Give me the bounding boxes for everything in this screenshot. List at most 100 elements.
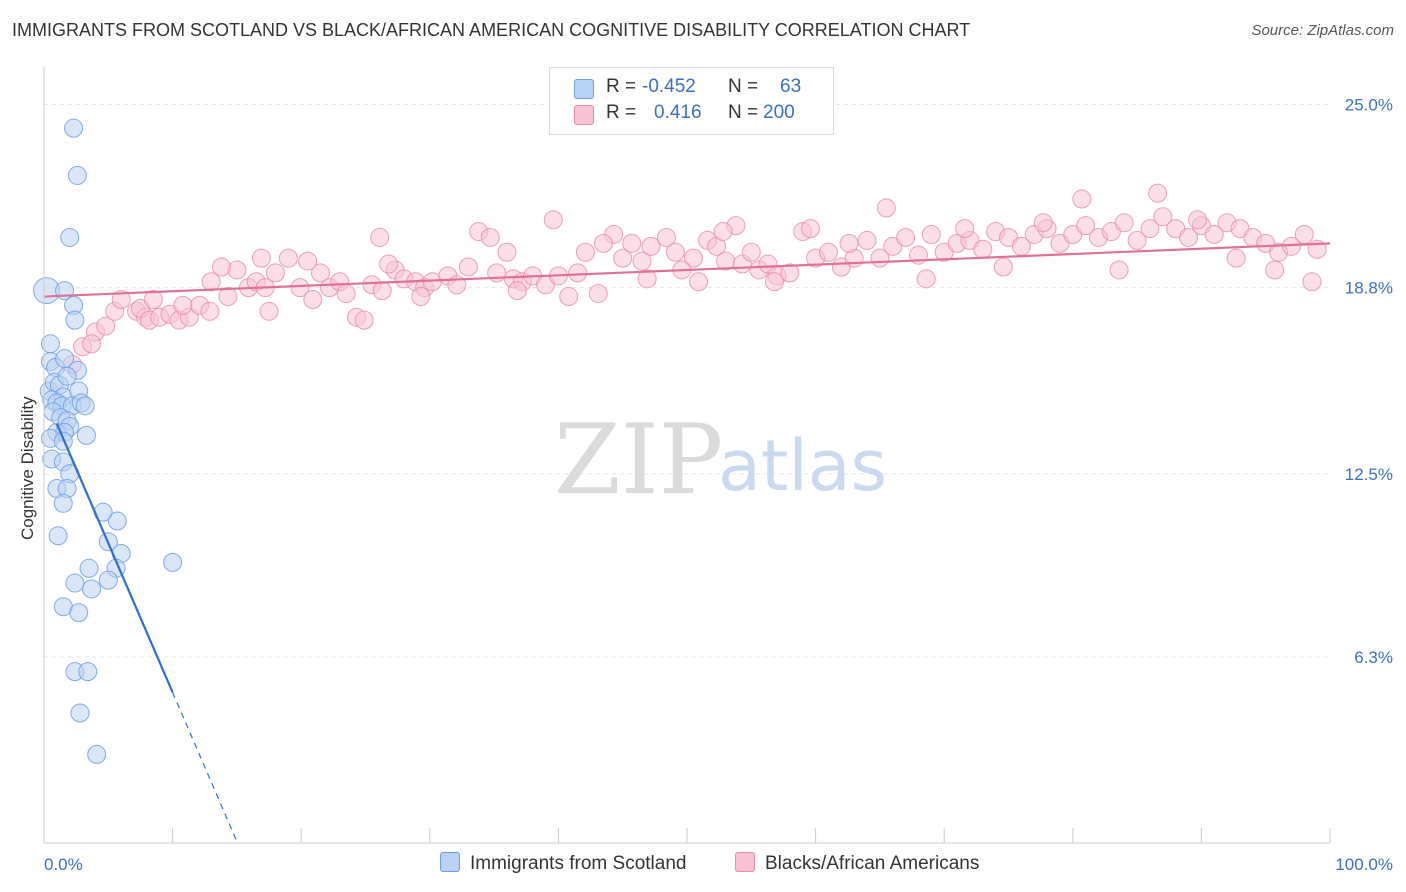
data-point-black <box>227 260 247 280</box>
data-point-black <box>632 251 652 271</box>
data-point-black <box>916 269 936 289</box>
data-point-black <box>411 287 431 307</box>
data-point-black <box>713 222 733 242</box>
legend-swatch-blue <box>574 79 594 99</box>
data-point-scotland <box>75 396 95 416</box>
legend-n-label: N = <box>728 102 759 123</box>
data-point-black <box>1265 260 1285 280</box>
data-point-black <box>800 219 820 239</box>
data-point-black <box>955 219 975 239</box>
legend-n-value: 63 <box>780 76 802 97</box>
data-point-black <box>622 233 642 253</box>
data-point-black <box>278 248 298 268</box>
data-point-black <box>588 284 608 304</box>
data-point-black <box>543 210 563 230</box>
x-tick-label: 100.0% <box>1335 855 1393 874</box>
legend-n-label: N = <box>728 76 759 97</box>
data-point-scotland <box>53 493 73 513</box>
data-point-black <box>993 257 1013 277</box>
data-point-black <box>218 287 238 307</box>
data-point-black <box>143 289 163 309</box>
data-point-black <box>741 242 761 262</box>
data-point-black <box>896 227 916 247</box>
data-point-scotland <box>48 526 68 546</box>
data-point-black <box>310 263 330 283</box>
data-point-black <box>480 227 500 247</box>
y-tick-label: 12.5% <box>1345 465 1393 484</box>
data-point-black <box>575 242 595 262</box>
data-point-black <box>876 198 896 218</box>
data-point-black <box>641 236 661 256</box>
y-axis-label: Cognitive Disability <box>18 396 37 540</box>
data-point-black <box>487 263 507 283</box>
data-point-black <box>265 263 285 283</box>
data-point-scotland <box>107 511 127 531</box>
data-point-black <box>354 310 374 330</box>
y-tick-label: 6.3% <box>1354 648 1393 667</box>
series-immigrants-from-scotland <box>33 118 183 764</box>
data-point-black <box>251 248 271 268</box>
data-point-black <box>839 233 859 253</box>
data-point-black <box>656 227 676 247</box>
data-point-black <box>497 242 517 262</box>
correlation-legend: R = -0.452 N = 63 R = 0.416 N = 200 <box>549 67 834 135</box>
watermark-atlas: atlas <box>718 425 887 507</box>
data-point-black <box>1302 272 1322 292</box>
bottom-legend-black: Blacks/African Americans <box>735 852 979 875</box>
legend-n-value: 200 <box>763 102 795 123</box>
data-point-scotland <box>57 366 77 386</box>
data-point-black <box>173 295 193 315</box>
data-point-black <box>111 289 131 309</box>
data-point-scotland <box>60 227 80 247</box>
data-point-black <box>637 269 657 289</box>
data-point-black <box>1148 183 1168 203</box>
data-point-black <box>665 242 685 262</box>
axes: 6.3% 12.5% 18.8% 25.0% 0.0% 100.0% <box>43 67 1393 874</box>
legend-swatch-pink <box>574 105 594 125</box>
legend-r-label: R = <box>606 76 637 97</box>
data-point-scotland <box>78 662 98 682</box>
data-point-black <box>201 272 221 292</box>
data-point-black <box>764 272 784 292</box>
trend-lines <box>43 242 1331 842</box>
data-point-scotland <box>67 165 87 185</box>
data-point-black <box>973 239 993 259</box>
data-point-black <box>1076 216 1096 236</box>
data-point-black <box>96 316 116 336</box>
data-point-black <box>857 230 877 250</box>
data-point-black <box>290 278 310 298</box>
data-point-scotland <box>76 425 96 445</box>
data-point-scotland <box>82 579 102 599</box>
series-blacks-african-americans <box>62 183 1327 374</box>
bottom-legend-swatch-blue <box>440 852 460 872</box>
data-point-black <box>1179 227 1199 247</box>
bottom-legend-label: Blacks/African Americans <box>765 853 980 874</box>
data-point-black <box>303 289 323 309</box>
data-point-black <box>683 248 703 268</box>
data-point-black <box>818 242 838 262</box>
source-label: Source: ZipAtlas.com <box>1251 22 1394 39</box>
data-point-black <box>82 334 102 354</box>
legend-r-value: 0.416 <box>654 102 702 123</box>
bottom-legend-swatch-pink <box>735 852 755 872</box>
data-point-black <box>372 281 392 301</box>
data-point-black <box>507 281 527 301</box>
x-tick-label: 0.0% <box>44 855 83 874</box>
legend-r-value: -0.452 <box>642 76 696 97</box>
data-point-scotland <box>69 603 89 623</box>
bottom-legend-label: Immigrants from Scotland <box>470 853 687 874</box>
data-point-black <box>780 263 800 283</box>
data-point-black <box>921 225 941 245</box>
data-point-black <box>1204 225 1224 245</box>
watermark-zip: ZIP <box>554 404 723 516</box>
y-tick-label: 18.8% <box>1345 279 1393 298</box>
legend-r-label: R = <box>606 102 637 123</box>
data-point-black <box>211 257 231 277</box>
data-point-black <box>1153 207 1173 227</box>
data-point-black <box>613 248 633 268</box>
data-point-scotland <box>70 703 90 723</box>
data-point-scotland <box>65 310 85 330</box>
data-point-black <box>1226 248 1246 268</box>
data-point-black <box>1033 213 1053 233</box>
